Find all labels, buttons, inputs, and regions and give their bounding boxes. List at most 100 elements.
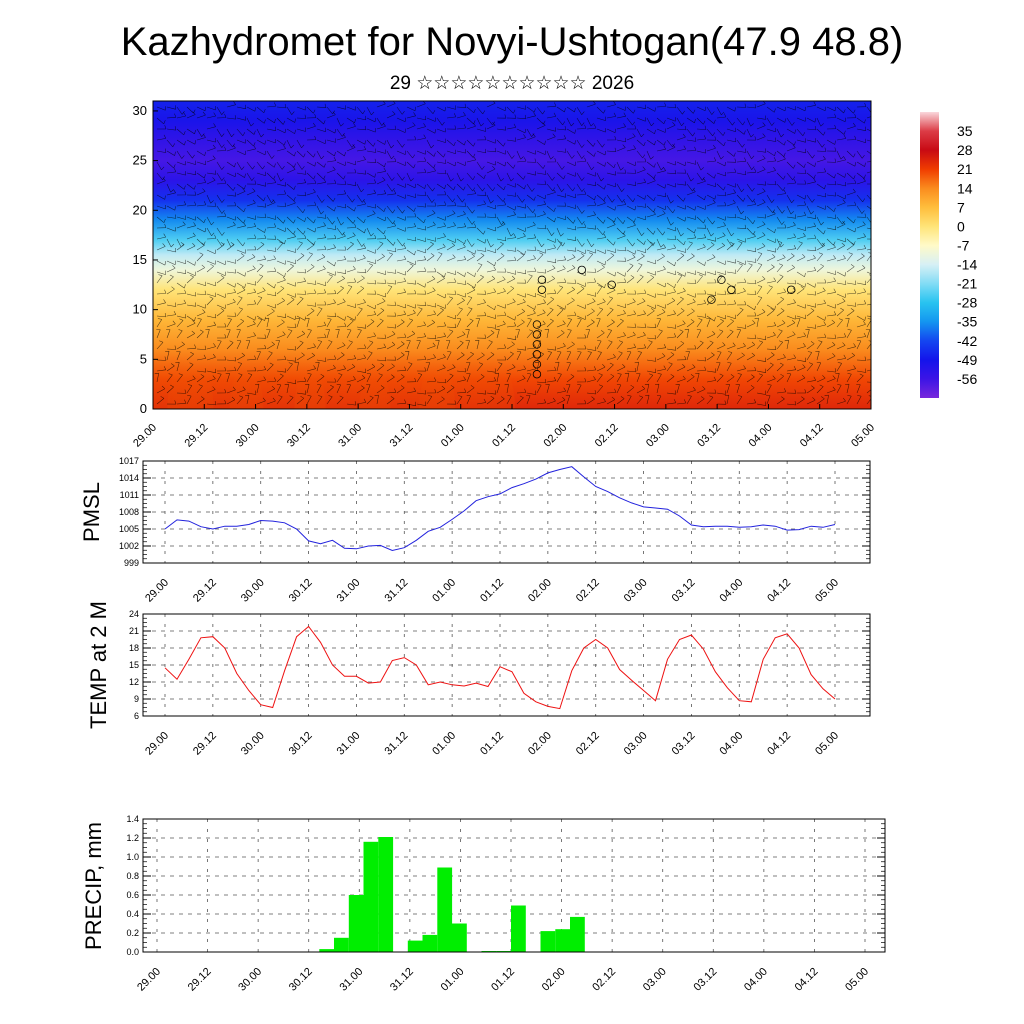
y-tick-label: 1014 [119,473,139,483]
x-tick-label: 03.00 [622,577,650,605]
pmsl-panel: 999 1002 1005 1008 1011 1014 1017 29.00 29.12 30… [79,456,871,605]
x-tick-label: 03.00 [622,730,650,758]
colorbar-label: 7 [957,199,965,215]
y-tick-label: 20 [133,202,147,217]
x-tick-label: 01.00 [430,577,458,605]
x-tick-label: 30.12 [285,422,313,450]
precip-bar [378,837,394,952]
colorbar-label: -21 [957,276,977,292]
precip-bar [422,934,438,952]
pmsl-y-axis: 999 1002 1005 1008 1011 1014 1017 [119,456,870,568]
wind-barb-field [154,101,871,407]
colorbar: 35 28 21 14 7 0 -7 -14 -21 -28 -35 -42 -49 -56 [920,112,977,398]
y-tick-label: 1002 [119,541,139,551]
calm-marker [787,285,796,294]
y-tick-label: 1008 [119,507,139,517]
precip-bar [348,895,364,952]
pmsl-line [164,466,836,552]
warm-core [419,337,516,409]
pmsl-y-label: PMSL [79,482,104,542]
colorbar-label: -28 [957,295,977,311]
x-tick-label: 01.12 [478,577,506,605]
x-tick-label: 30.00 [239,577,267,605]
y-tick-label: 15 [129,660,139,670]
calm-marker [577,265,587,275]
x-tick-label: 04.00 [747,422,775,450]
x-tick-label: 29.00 [135,966,163,994]
y-tick-label: 12 [129,677,139,687]
x-tick-label: 30.00 [236,966,264,994]
surface-warm-cores [153,337,516,409]
colorbar-strip [920,112,939,398]
colorbar-label: 28 [957,142,973,158]
temperature-y-label: TEMP at 2 M [86,601,111,729]
calm-marker [532,360,542,369]
wind-barbs [154,101,871,407]
precip-y-axis: 0.0 0.2 0.4 0.6 0.8 1.0 1.2 1.4 [126,814,885,957]
x-tick-label: 01.00 [439,966,467,994]
y-tick-label: 6 [134,711,139,721]
calm-marker [707,295,716,304]
x-tick-label: 04.12 [798,422,826,450]
x-tick-label: 01.12 [489,966,517,994]
calm-marker [532,330,542,339]
precip-y-label: PRECIP, mm [81,822,106,950]
temperature-panel: 6 9 12 15 18 21 24 29.00 29.12 30.00 30.12 31.00 31… [86,601,871,758]
x-tick-label: 29.12 [191,730,219,758]
y-tick-label: 0.6 [126,890,139,900]
cross-section-panel: 0 5 10 15 20 25 30 29.00 29.12 30.00 30.12 31.00 31… [131,100,877,450]
precip-bar [555,929,571,952]
y-tick-label: 30 [133,103,147,118]
x-tick-label: 30.00 [234,422,262,450]
colorbar-label: -7 [957,237,970,253]
y-tick-label: 9 [134,694,139,704]
x-tick-label: 29.12 [186,966,214,994]
precip-x-axis: 29.00 29.12 30.00 30.12 31.00 31.12 01.00 01.12… [135,966,871,994]
y-tick-label: 0.8 [126,871,139,881]
colorbar-label: 14 [957,180,973,196]
x-tick-label: 01.12 [478,730,506,758]
x-tick-label: 04.00 [742,966,770,994]
x-tick-label: 04.00 [717,730,745,758]
x-tick-label: 02.00 [540,966,568,994]
colorbar-label: 35 [957,123,973,139]
precip-bar [363,841,379,952]
y-tick-label: 999 [124,558,139,568]
x-tick-label: 29.00 [143,577,171,605]
x-tick-label: 01.00 [430,730,458,758]
precip-bars [319,837,585,953]
calm-marker [532,370,542,379]
y-tick-label: 1017 [119,456,139,466]
calm-wind-markers [532,265,796,379]
temperature-line [164,625,836,710]
x-tick-label: 02.12 [593,422,621,450]
colorbar-label: 21 [957,161,973,177]
precip-panel: 0.0 0.2 0.4 0.6 0.8 1.0 1.2 1.4 29.00 29.12 30.00… [81,814,886,994]
x-tick-label: 03.12 [695,422,723,450]
x-tick-label: 31.00 [336,422,364,450]
x-tick-label: 30.12 [287,577,315,605]
y-tick-label: 0.0 [126,947,139,957]
x-tick-label: 05.00 [813,730,841,758]
colorbar-label: -35 [957,314,977,330]
calm-marker [717,275,726,285]
y-tick-label: 15 [133,252,147,267]
y-tick-label: 18 [129,643,139,653]
y-tick-label: 1.0 [126,852,139,862]
calm-marker [607,280,616,290]
x-tick-label: 02.12 [574,577,602,605]
y-tick-label: 1011 [120,490,139,500]
temperature-x-axis: 29.00 29.12 30.00 30.12 31.00 31.12 01.00 01.12… [143,730,841,758]
temperature-y-axis: 6 9 12 15 18 21 24 [129,609,870,721]
colorbar-label: -42 [957,333,977,349]
x-tick-label: 04.12 [765,730,793,758]
precip-bar [334,937,349,953]
colorbar-labels: 35 28 21 14 7 0 -7 -14 -21 -28 -35 -42 -49 -56 [957,123,977,387]
x-tick-label: 31.12 [382,730,410,758]
colorbar-label: -56 [957,371,977,387]
precip-bar [570,916,585,952]
x-tick-label: 03.12 [670,730,698,758]
x-tick-label: 31.12 [388,422,416,450]
x-tick-label: 04.12 [765,577,793,605]
